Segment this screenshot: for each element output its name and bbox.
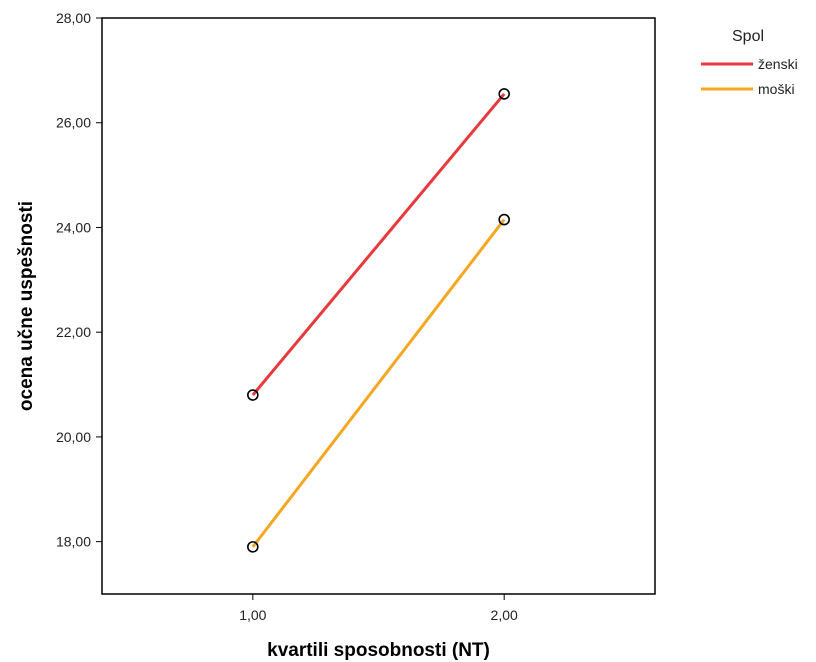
legend: Spol ženski moški <box>701 28 798 97</box>
legend-label: moški <box>758 81 795 97</box>
x-tick-label: 2,00 <box>491 607 518 623</box>
data-point <box>247 541 259 553</box>
series-layer <box>247 88 510 553</box>
data-point <box>498 88 510 100</box>
data-point <box>247 389 259 401</box>
y-axis-title: ocena učne uspešnosti <box>16 201 37 411</box>
legend-title: Spol <box>732 28 764 45</box>
y-tick-label: 26,00 <box>56 115 91 131</box>
x-tick-label: 1,00 <box>239 607 266 623</box>
y-tick-label: 28,00 <box>56 10 91 26</box>
y-tick-label: 22,00 <box>56 324 91 340</box>
y-tick-label: 18,00 <box>56 534 91 550</box>
y-tick-label: 24,00 <box>56 219 91 235</box>
y-axis: 18,00 20,00 22,00 24,00 26,00 28,00 <box>56 10 102 550</box>
series-line-0 <box>251 92 506 396</box>
x-axis-title: kvartili sposobnosti (NT) <box>267 640 490 661</box>
x-axis: 1,00 2,00 <box>239 594 518 623</box>
data-point <box>498 213 510 226</box>
plot-area <box>101 17 656 595</box>
y-tick-label: 20,00 <box>56 429 91 445</box>
series-line-1 <box>251 218 506 548</box>
legend-label: ženski <box>758 56 798 72</box>
